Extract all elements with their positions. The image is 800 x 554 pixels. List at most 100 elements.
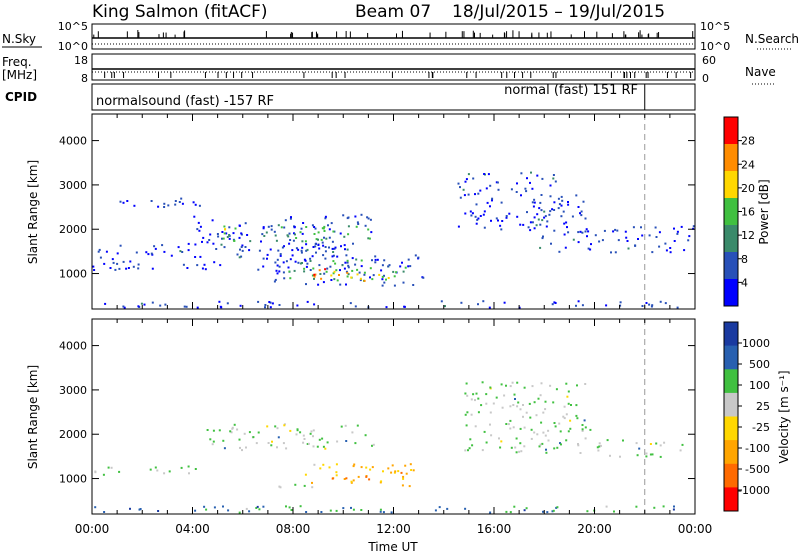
range-cell bbox=[387, 277, 390, 279]
range-cell bbox=[356, 424, 359, 427]
nave-label: Nave bbox=[745, 65, 776, 79]
range-cell bbox=[342, 214, 345, 217]
range-cell bbox=[559, 430, 562, 433]
range-cell bbox=[276, 427, 279, 430]
range-cell bbox=[471, 212, 474, 215]
range-cell bbox=[687, 239, 690, 242]
range-cell bbox=[544, 215, 547, 218]
range-cell bbox=[221, 231, 224, 233]
colorbar-tick-label: 1000 bbox=[742, 337, 770, 350]
range-cell bbox=[317, 244, 320, 246]
range-cell bbox=[263, 235, 266, 237]
range-cell bbox=[360, 265, 363, 268]
range-cell bbox=[625, 236, 628, 239]
range-cell bbox=[111, 258, 114, 261]
range-cell bbox=[470, 214, 473, 217]
range-cell bbox=[610, 251, 612, 254]
range-cell bbox=[374, 255, 377, 258]
colorbar-tick-label: 4 bbox=[741, 276, 748, 289]
range-cell bbox=[563, 222, 566, 225]
range-cell bbox=[357, 223, 360, 225]
range-cell bbox=[541, 177, 544, 180]
range-cell bbox=[464, 507, 467, 510]
range-cell bbox=[274, 234, 277, 237]
range-cell bbox=[659, 444, 662, 447]
range-cell bbox=[553, 229, 556, 232]
range-cell bbox=[533, 216, 536, 219]
colorbar-swatch bbox=[724, 225, 738, 253]
range-cell bbox=[335, 463, 338, 466]
range-cell bbox=[544, 434, 547, 437]
range-cell bbox=[570, 404, 572, 406]
range-cell bbox=[204, 268, 207, 271]
range-cell bbox=[632, 226, 635, 229]
nsky-tick-bottom: 10^0 bbox=[58, 40, 88, 53]
range-cell bbox=[393, 284, 396, 287]
y-tick-label: 2000 bbox=[59, 223, 87, 236]
range-cell bbox=[383, 259, 386, 262]
range-cell bbox=[319, 273, 322, 275]
range-cell bbox=[276, 446, 278, 449]
range-cell bbox=[370, 231, 373, 234]
range-cell bbox=[129, 260, 132, 263]
range-cell bbox=[313, 463, 316, 466]
range-cell bbox=[243, 432, 246, 435]
range-cell bbox=[297, 248, 300, 251]
range-cell bbox=[380, 480, 383, 483]
range-cell bbox=[560, 195, 563, 198]
range-cell bbox=[555, 506, 558, 509]
range-cell bbox=[464, 392, 467, 395]
range-cell bbox=[583, 419, 586, 422]
range-cell bbox=[257, 300, 260, 303]
range-cell bbox=[326, 267, 329, 270]
range-cell bbox=[340, 425, 343, 428]
range-cell bbox=[477, 397, 480, 400]
range-cell bbox=[358, 271, 361, 274]
range-cell bbox=[531, 221, 534, 224]
range-cell bbox=[515, 191, 518, 193]
range-cell bbox=[349, 302, 352, 305]
range-cell bbox=[594, 234, 597, 237]
range-cell bbox=[645, 452, 648, 455]
range-cell bbox=[205, 508, 208, 511]
range-cell bbox=[676, 230, 679, 233]
colorbar-swatch bbox=[724, 392, 738, 417]
range-cell bbox=[350, 481, 353, 484]
range-cell bbox=[291, 254, 294, 257]
range-cell bbox=[293, 225, 296, 228]
range-cell bbox=[516, 381, 519, 384]
range-cell bbox=[514, 398, 516, 400]
range-cell bbox=[318, 264, 321, 267]
range-cell bbox=[575, 194, 578, 197]
range-cell bbox=[407, 265, 410, 268]
range-cell bbox=[103, 511, 106, 513]
colorbar-tick-label: 24 bbox=[741, 158, 755, 171]
range-cell bbox=[314, 245, 317, 248]
range-cell bbox=[616, 229, 619, 232]
range-cell bbox=[157, 205, 160, 208]
range-cell bbox=[664, 242, 667, 245]
range-cell bbox=[434, 509, 437, 512]
range-cell bbox=[208, 239, 211, 241]
range-cell bbox=[331, 247, 334, 250]
range-cell bbox=[503, 301, 506, 304]
range-cell bbox=[544, 400, 547, 403]
range-cell bbox=[305, 243, 308, 246]
range-cell bbox=[558, 422, 561, 425]
range-cell bbox=[150, 200, 153, 202]
range-cell bbox=[267, 442, 270, 444]
range-cell bbox=[549, 384, 552, 387]
range-cell bbox=[317, 283, 320, 286]
range-cell bbox=[557, 207, 560, 210]
range-cell bbox=[347, 233, 350, 236]
range-cell bbox=[347, 264, 350, 267]
range-cell bbox=[347, 273, 350, 276]
range-cell bbox=[334, 246, 337, 249]
range-cell bbox=[482, 213, 485, 216]
range-cell bbox=[501, 220, 504, 222]
range-cell bbox=[381, 284, 384, 287]
range-cell bbox=[566, 395, 569, 398]
range-cell bbox=[681, 443, 684, 446]
range-cell bbox=[345, 254, 348, 257]
range-cell bbox=[549, 195, 552, 198]
